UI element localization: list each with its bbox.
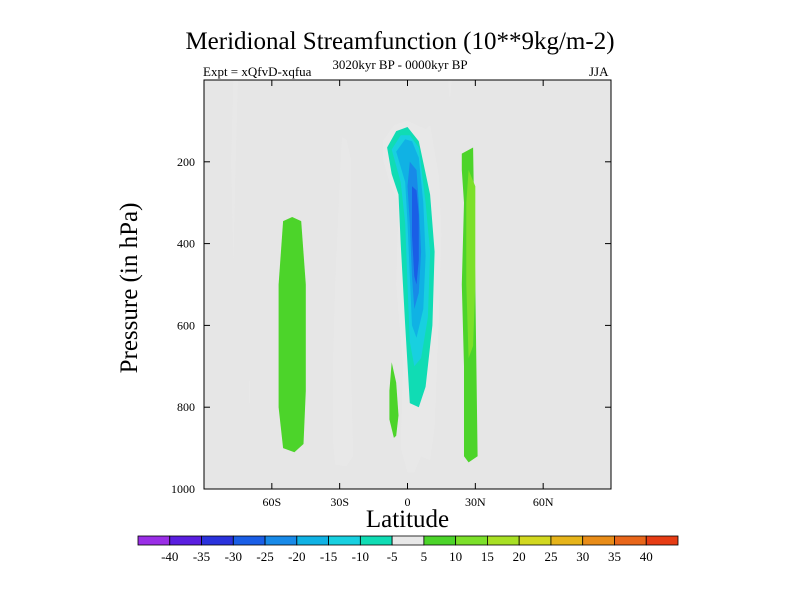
contour-region-subtropical-south-negative [332,137,354,467]
colorbar-label: 15 [481,549,494,564]
y-axis-ticks: 200 400 600 800 1000 [171,155,611,496]
colorbar-swatch [423,535,457,546]
colorbar-label: 25 [544,549,557,564]
contour-region-fragment-top-north [448,80,452,97]
colorbar-swatch [201,535,234,546]
contour-region-high-lat-south-upper [231,80,238,265]
contour-region-fragment-south-lower [249,380,251,404]
colorbar-label: -25 [256,549,273,564]
colorbar-label: 35 [608,549,621,564]
experiment-label: Expt = xQfvD-xqfua [203,64,312,79]
colorbar: -40 -35 -30 -25 -20 -15 -10 -5 5 10 15 20 25 30 35 40 [137,535,679,564]
colorbar-label: -15 [320,549,337,564]
colorbar-label: -30 [225,549,242,564]
colorbar-swatch [391,535,425,546]
contour-regions [231,80,478,473]
colorbar-label: 10 [449,549,462,564]
colorbar-label: -40 [161,549,178,564]
contour-region-equatorial-positive-sliver [389,362,399,438]
colorbar-swatch [550,535,584,546]
y-tick-label: 800 [177,400,195,414]
colorbar-label: -35 [193,549,210,564]
colorbar-swatch [296,535,329,546]
colorbar-label: -20 [288,549,305,564]
x-tick-label: 60S [262,495,281,509]
x-tick-label: 0 [405,495,411,509]
colorbar-label: 5 [421,549,428,564]
colorbar-swatch [582,535,615,546]
colorbar-label: -5 [387,549,398,564]
colorbar-swatch [328,535,361,546]
colorbar-label: 30 [576,549,589,564]
colorbar-swatch [232,535,266,546]
colorbar-label: 20 [513,549,526,564]
colorbar-swatch [487,535,520,546]
x-tick-label: 30S [330,495,349,509]
x-axis-ticks: 60S 30S 0 30N 60N [262,80,554,509]
x-axis-label: Latitude [365,506,450,533]
x-tick-label: 60N [533,495,554,509]
colorbar-swatch [264,535,298,546]
contour-region-equatorial-negative-30 [412,186,419,285]
colorbar-label: 40 [640,549,653,564]
colorbar-label: -10 [352,549,369,564]
colorbar-swatch [455,535,488,546]
y-tick-label: 600 [177,318,195,332]
colorbar-swatch [169,535,202,546]
x-tick-label: 30N [465,495,486,509]
y-tick-label: 200 [177,155,195,169]
chart-title: Meridional Streamfunction (10**9kg/m-2) [185,28,615,55]
colorbar-swatch [645,535,679,546]
colorbar-swatch [614,535,647,546]
contour-region-southern-positive-cell [278,217,306,453]
y-tick-label: 1000 [171,482,195,496]
contour-region-northern-positive-inner [466,170,476,359]
colorbar-swatch [137,535,171,546]
colorbar-swatch [518,535,552,546]
season-label: JJA [589,64,609,79]
time-range-label: 3020kyr BP - 0000kyr BP [332,57,468,72]
y-tick-label: 400 [177,237,195,251]
colorbar-swatch [359,535,393,546]
